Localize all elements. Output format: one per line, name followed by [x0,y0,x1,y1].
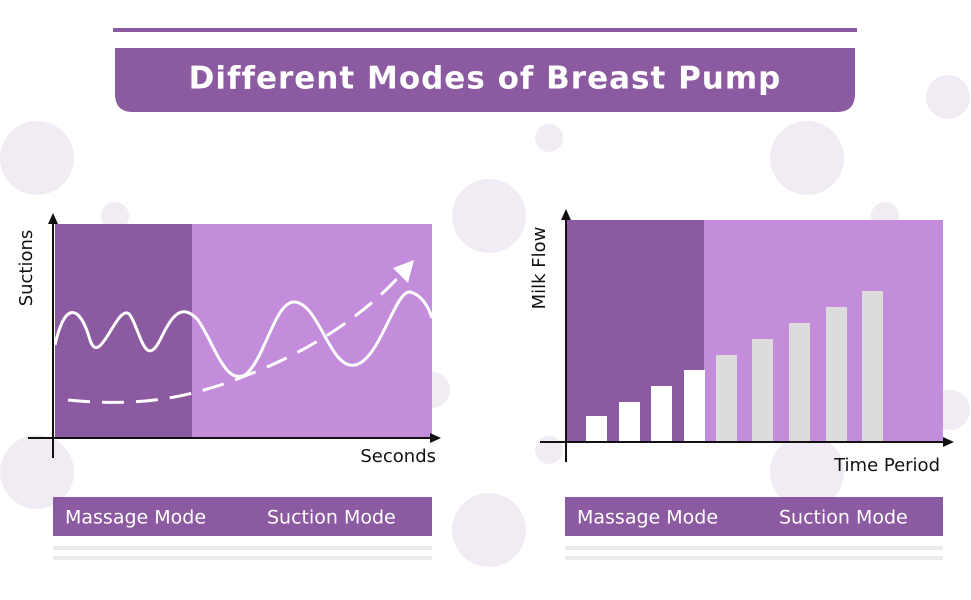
y-label: Milk Flow [529,227,550,310]
y-arrow [561,209,571,220]
suction-bars [716,291,883,442]
mode-bar [53,497,432,536]
x-arrow [430,433,441,443]
title-banner [115,48,855,112]
massage-bars [586,370,705,442]
rule [565,556,943,560]
arrow-head [393,260,414,283]
x-arrow [943,437,954,447]
y-label: Suctions [16,230,37,307]
rule [565,546,943,550]
suction-wave [53,290,434,379]
flow-chart: Milk Flow Time Period Massage Mode Sucti… [529,209,954,560]
suction-chart: Suctions Seconds Massage Mode Suction Mo… [16,213,441,560]
title: Different Modes of Breast Pump [189,61,782,97]
mode-label: Massage Mode [577,507,718,529]
background-circles [0,75,970,567]
mode-label: Suction Mode [779,507,908,529]
mode-label: Massage Mode [65,507,206,529]
rule [53,556,432,560]
suction-area [704,220,943,442]
trend-arrow [67,269,407,404]
massage-area [55,224,192,438]
suction-area [192,224,432,438]
rule [53,546,432,550]
mode-bar [565,497,943,536]
y-arrow [48,213,58,224]
x-label: Seconds [360,446,436,467]
mode-label: Suction Mode [267,507,396,529]
x-label: Time Period [833,455,940,476]
